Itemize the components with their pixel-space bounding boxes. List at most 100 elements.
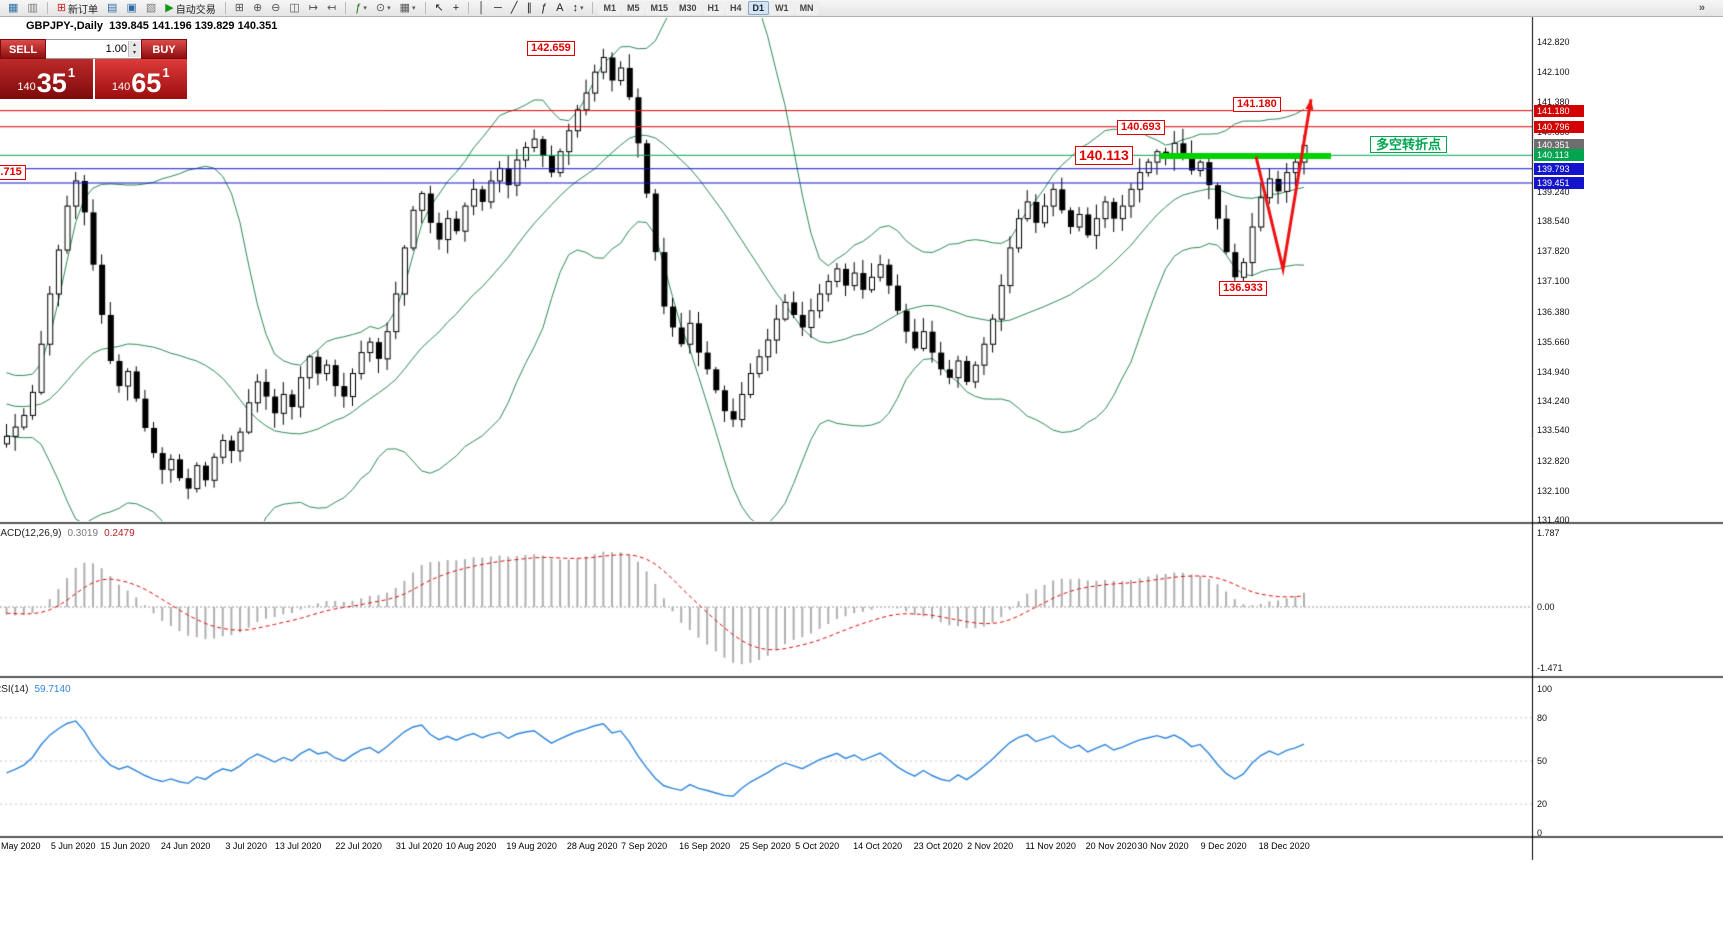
price-callout[interactable]: 142.659 [527,40,575,56]
toolbar-separator [46,2,48,14]
buy-button[interactable]: BUY [141,39,187,59]
volume-value: 1.00 [105,43,127,55]
toolbar-overflow-icon[interactable]: » [1698,2,1705,14]
zoom-out-icon[interactable]: ⊖ [267,1,284,16]
toolbar-separator [345,2,347,14]
buy-price-prefix: 140 [111,81,131,93]
time-axis-label: 9 Dec 2020 [1200,841,1247,851]
cursor-icon[interactable]: ↖ [431,1,448,16]
price-callout[interactable]: 140.113 [1075,146,1133,166]
price-axis-label: 140.113 [1534,149,1584,162]
rsi-axis-tick: 80 [1537,712,1548,723]
price-axis-tick: 142.100 [1537,67,1570,78]
timeframe-m30[interactable]: M30 [674,1,702,15]
price-callout[interactable]: 139.715 [0,164,26,180]
auto-scroll-icon[interactable]: ↦ [305,1,322,16]
new-order-button[interactable]: ⊞ 新订单 [53,1,102,16]
price-axis-tick: 141.380 [1537,97,1570,108]
price-axis-label: 139.793 [1534,162,1584,175]
macd-label: MACD(12,26,9) 0.3019 0.2479 [0,528,135,539]
price-callout[interactable]: 140.693 [1117,120,1165,136]
price-axis-tick: 139.240 [1537,186,1570,197]
price-axis-tick: 131.400 [1537,515,1570,526]
timeframe-mn[interactable]: MN [794,1,819,15]
macd-axis-tick: 1.787 [1537,528,1560,539]
price-callout[interactable]: 141.180 [1233,96,1281,112]
zoom-in-icon[interactable]: ⊕ [249,1,266,16]
one-click-trading-panel: SELL 1.00 ▴ ▾ BUY 140 35 1 140 65 1 [0,39,187,99]
time-axis-label: 13 Jul 2020 [274,841,322,851]
time-axis-label: 14 Oct 2020 [853,841,903,851]
market-watch-icon[interactable]: ▤ [103,1,121,16]
time-axis-label: 10 Aug 2020 [445,841,497,851]
price-axis-tick: 134.940 [1537,366,1570,377]
tile-windows-icon[interactable]: ◫ [285,1,303,16]
price-axis-label: 141.180 [1534,104,1584,117]
price-axis-tick: 134.240 [1537,396,1570,407]
rsi-axis-tick: 50 [1537,756,1548,766]
buy-price-point: 1 [162,65,170,80]
sell-price-pips: 35 [36,68,67,98]
templates-icon[interactable]: ▦ ▾ [396,1,420,16]
timeframe-w1[interactable]: W1 [770,1,794,15]
fibonacci-icon[interactable]: ƒ [537,1,551,16]
auto-trading-button[interactable]: ▶ 自动交易 [161,1,219,16]
timeframe-h1[interactable]: H1 [702,1,725,15]
profiles-icon[interactable]: ▥ [23,1,41,16]
new-chart-icon[interactable]: ▦ [4,1,22,16]
text-icon[interactable]: A [552,1,567,16]
timeframe-m15[interactable]: M15 [645,1,673,15]
price-callout[interactable]: 136.933 [1219,281,1267,297]
volume-spinner[interactable]: ▴ ▾ [128,41,140,57]
rsi-axis-tick: 100 [1537,684,1553,694]
horizontal-line-icon[interactable]: ─ [490,1,506,16]
price-axis-tick: 133.540 [1537,425,1570,436]
grid-icon[interactable]: ⊞ [231,1,248,16]
rsi-label: RSI(14) 59.7140 [0,684,71,695]
spinner-up-icon[interactable]: ▴ [132,42,136,48]
macd-value-main: 0.3019 [67,528,99,539]
rsi-value: 59.7140 [34,684,71,695]
sell-price-point: 1 [67,65,76,80]
trendline-icon[interactable]: ╱ [507,1,522,16]
crosshair-icon[interactable]: + [449,1,463,16]
time-axis-label: 16 Sep 2020 [679,841,731,851]
rsi-name: RSI(14) [0,684,29,695]
sell-price[interactable]: 140 35 1 [0,59,93,99]
timeframe-h4[interactable]: H4 [725,1,747,15]
symbol-ohlc-line: GBPJPY-,Daily 139.845 141.196 139.829 14… [26,20,278,32]
price-axis-tick: 136.380 [1537,306,1570,317]
periods-icon[interactable]: ⊙ ▾ [372,1,395,16]
buy-price[interactable]: 140 65 1 [94,59,187,99]
time-axis-label: 24 Jun 2020 [160,841,211,851]
rsi-axis-tick: 0 [1537,828,1543,838]
toolbar-separator [424,2,426,14]
spinner-down-icon[interactable]: ▾ [132,50,136,56]
sell-button[interactable]: SELL [0,39,46,59]
volume-field[interactable]: 1.00 ▴ ▾ [46,39,141,59]
timeframe-m1[interactable]: M1 [598,1,621,15]
vertical-line-icon[interactable]: │ [474,1,489,16]
macd-value-signal: 0.2479 [104,528,135,539]
arrows-icon[interactable]: ↕ ▾ [568,1,587,16]
time-axis-label: 15 Jun 2020 [100,841,150,851]
main-toolbar: ▦ ▥ ⊞ 新订单 ▤ ▣ ▧ ▶ 自动交易 ⊞ ⊕ ⊖ ◫ ↦ ↤ ƒ ▾ ⊙ ▾ ▦ ▾ ↖ + │ ─ ╱ ∥ ƒ A ↕ ▾ M1 M5… [0,0,1723,17]
timeframe-m5[interactable]: M5 [621,1,645,15]
time-axis-label: 11 Nov 2020 [1025,841,1076,851]
data-window-icon[interactable]: ▣ [122,1,140,16]
terminal-icon[interactable]: ▧ [142,1,160,16]
buy-price-pips: 65 [131,68,162,98]
macd-axis-tick: -1.471 [1537,662,1563,673]
indicators-icon[interactable]: ƒ ▾ [351,1,371,16]
channel-icon[interactable]: ∥ [522,1,536,16]
time-axis-label: 22 Jul 2020 [335,841,382,851]
price-axis-tick: 132.100 [1537,485,1570,496]
time-axis-label: 5 Jun 2020 [50,841,96,851]
price-axis-tick: 135.660 [1537,336,1570,347]
toolbar-separator [224,2,226,14]
chart-shift-icon[interactable]: ↤ [323,1,340,16]
turning-point-note[interactable]: 多空转折点 [1370,136,1448,153]
timeframe-d1[interactable]: D1 [747,1,770,15]
toolbar-separator [592,2,594,14]
